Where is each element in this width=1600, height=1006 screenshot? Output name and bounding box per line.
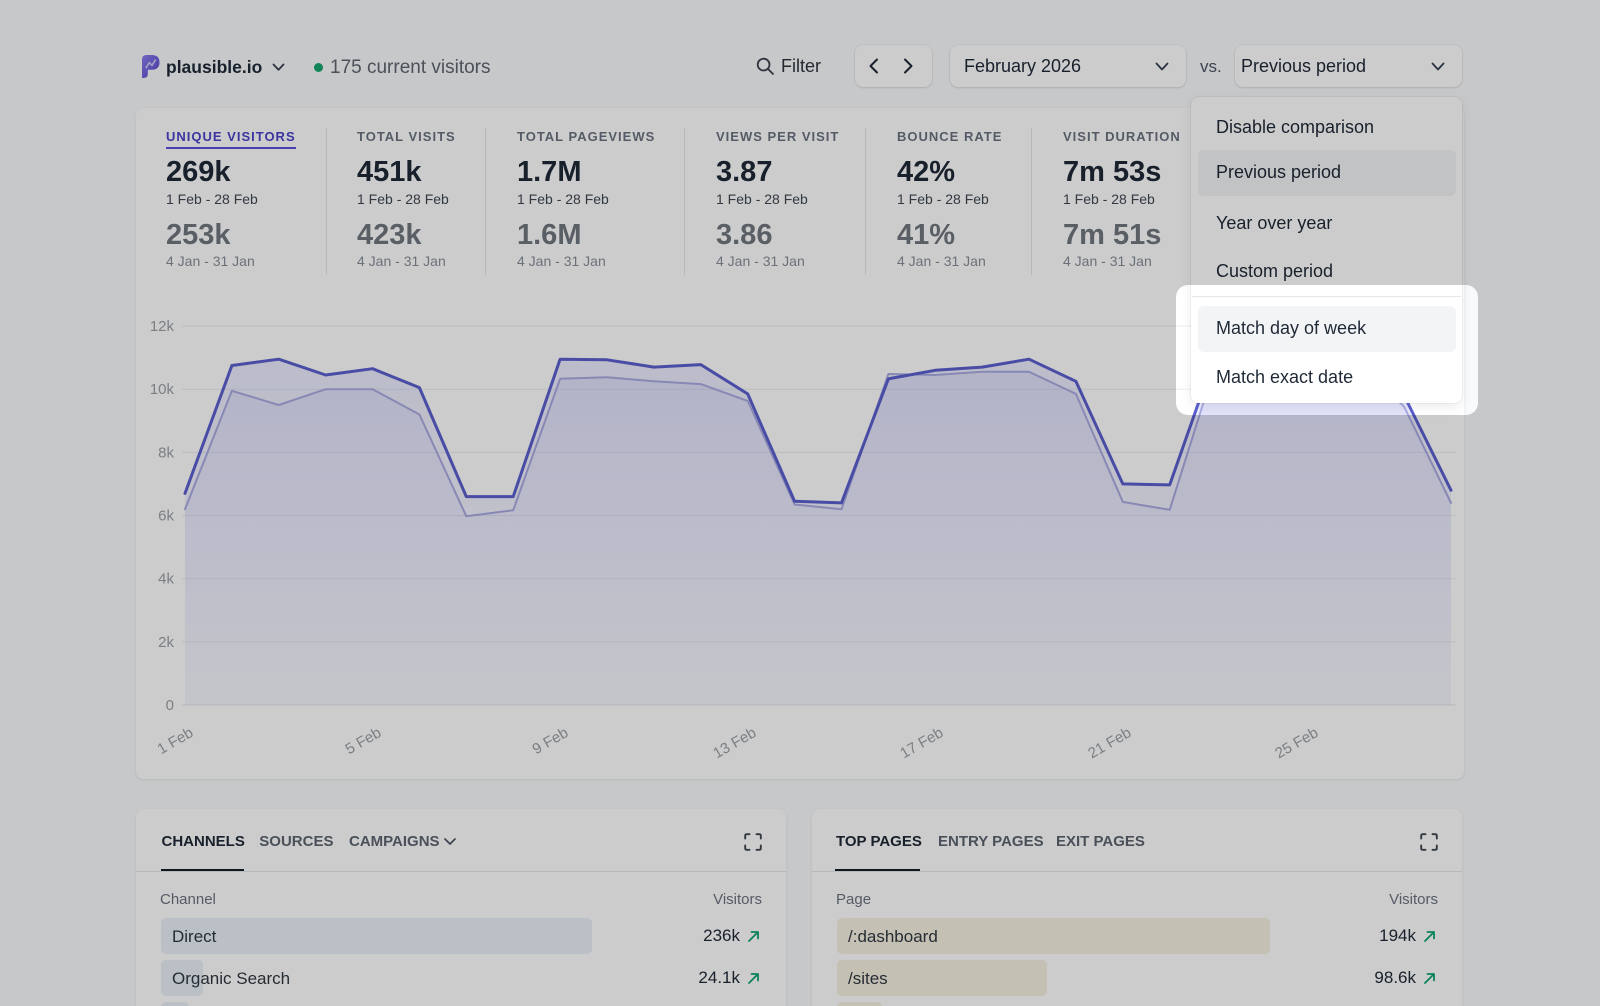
svg-text:6k: 6k [158,508,174,525]
svg-text:0: 0 [166,697,174,714]
svg-text:10k: 10k [150,381,175,398]
svg-text:8k: 8k [158,444,174,461]
svg-text:12k: 12k [150,318,175,335]
svg-text:2k: 2k [158,634,174,651]
svg-text:4k: 4k [158,571,174,588]
